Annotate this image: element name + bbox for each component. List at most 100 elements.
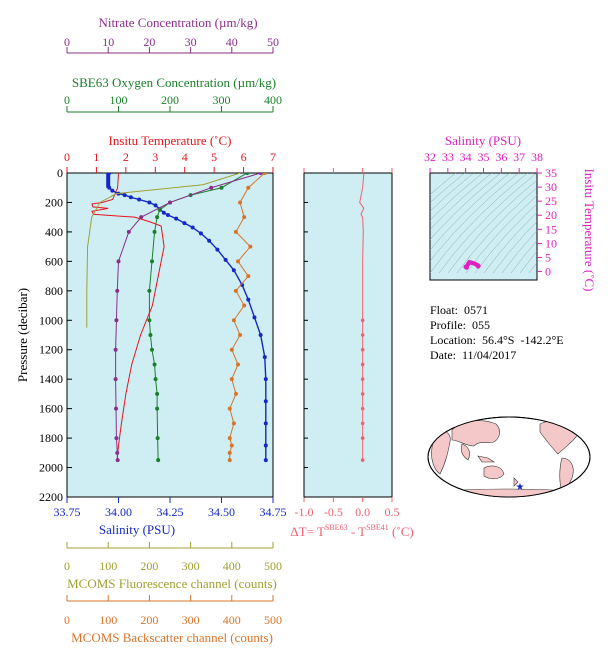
salinity-point xyxy=(246,297,251,302)
ts-density-contour xyxy=(501,230,537,274)
pressure-tick-label: 1000 xyxy=(39,313,63,327)
delta-t-tick-label: -1.0 xyxy=(295,505,314,519)
oxygen-axis-title: SBE63 Oxygen Concentration (µm/kg) xyxy=(72,75,276,90)
backscatter-point xyxy=(238,200,243,205)
backscatter-tick-label: 0 xyxy=(64,613,70,627)
ts-density-contour xyxy=(492,220,537,274)
backscatter-point xyxy=(246,185,251,190)
salinity-point xyxy=(128,195,133,200)
map-south-asia xyxy=(460,443,470,461)
backscatter-point xyxy=(242,215,247,220)
nitrate-point xyxy=(114,318,119,323)
oxygen-point xyxy=(148,333,153,337)
float-id: Float: 0571 xyxy=(430,303,489,317)
oxygen-tick-label: 400 xyxy=(264,93,282,107)
nitrate-point xyxy=(115,288,120,293)
profile-date: Date: 11/04/2017 xyxy=(430,348,517,362)
ts-salinity-tick-label: 37 xyxy=(513,150,525,164)
salinity-surface-marker xyxy=(106,173,111,188)
delta-t-plot-area xyxy=(303,172,393,498)
nitrate-point xyxy=(115,450,120,455)
ts-temperature-tick-label: 20 xyxy=(545,208,557,222)
delta-t-point xyxy=(360,347,365,352)
temperature-tick-label: 7 xyxy=(270,150,276,164)
backscatter-point xyxy=(227,436,232,441)
ts-salinity-tick-label: 36 xyxy=(495,150,507,164)
ts-temperature-tick-label: 30 xyxy=(545,180,557,194)
nitrate-tick-label: 10 xyxy=(102,35,114,49)
salinity-point xyxy=(263,377,268,382)
ts-density-contour xyxy=(483,211,537,274)
nitrate-tick-label: 40 xyxy=(226,35,238,49)
delta-t-point xyxy=(360,318,365,323)
delta-t-point xyxy=(360,406,365,411)
backscatter-tick-label: 300 xyxy=(182,613,200,627)
world-map-inset: ★ xyxy=(427,416,591,498)
backscatter-point xyxy=(233,391,238,396)
ts-temperature-tick-label: 15 xyxy=(545,222,557,236)
ts-density-contour xyxy=(430,173,475,212)
ts-salinity-tick-label: 33 xyxy=(442,150,454,164)
ts-density-contour xyxy=(474,203,537,274)
pressure-tick-label: 1800 xyxy=(39,431,63,445)
ts-temperature-tick-label: 5 xyxy=(545,250,551,264)
float-location: Location: 56.4°S -142.2°E xyxy=(430,333,564,347)
salinity-point xyxy=(122,193,127,198)
profile-number: Profile: 055 xyxy=(430,318,490,332)
salinity-point xyxy=(207,238,212,243)
fluorescence-profile-line xyxy=(86,173,241,328)
ts-density-contour xyxy=(465,195,537,274)
salinity-point xyxy=(263,399,268,404)
fluorescence-tick-label: 0 xyxy=(64,559,70,573)
salinity-point xyxy=(182,221,187,226)
ts-salinity-tick-label: 35 xyxy=(478,150,490,164)
backscatter-tick-label: 100 xyxy=(99,613,117,627)
backscatter-point xyxy=(229,443,234,448)
backscatter-point xyxy=(235,362,240,367)
backscatter-point xyxy=(238,333,243,337)
salinity-tick-label: 34.25 xyxy=(157,505,184,519)
backscatter-profile-line xyxy=(229,173,266,461)
fluorescence-tick-label: 300 xyxy=(182,559,200,573)
backscatter-point xyxy=(231,318,236,323)
salinity-point xyxy=(215,247,220,252)
ts-temperature-axis-title: Insitu Temperature (˚C) xyxy=(582,168,597,291)
oxygen-point xyxy=(219,185,224,190)
ts-density-contour xyxy=(430,173,484,221)
ts-salinity-tick-label: 32 xyxy=(424,150,436,164)
delta-t-tick-label: -0.5 xyxy=(324,505,343,519)
oxygen-point xyxy=(156,458,161,463)
nitrate-profile-line xyxy=(115,173,261,461)
ts-temperature-tick-label: 0 xyxy=(545,265,551,279)
ts-density-contour xyxy=(438,173,537,274)
salinity-point xyxy=(198,231,203,236)
temperature-tick-label: 6 xyxy=(241,150,247,164)
temperature-tick-label: 2 xyxy=(123,150,129,164)
pressure-tick-label: 600 xyxy=(45,254,63,268)
salinity-point xyxy=(223,257,228,262)
ts-temperature-tick-label: 10 xyxy=(545,236,557,250)
ts-salinity-tick-label: 38 xyxy=(531,150,543,164)
oxygen-point xyxy=(147,288,152,293)
salinity-point xyxy=(258,333,263,337)
fluorescence-tick-label: 100 xyxy=(99,559,117,573)
nitrate-tick-label: 0 xyxy=(64,35,70,49)
ts-density-contour xyxy=(519,250,537,274)
ts-density-contour xyxy=(430,173,502,240)
backscatter-point xyxy=(227,450,232,455)
pressure-tick-label: 400 xyxy=(45,225,63,239)
pressure-tick-label: 1600 xyxy=(39,402,63,416)
ts-temperature-tick-label: 25 xyxy=(545,194,557,208)
delta-t-tick-label: 0.0 xyxy=(355,505,370,519)
salinity-point xyxy=(252,315,257,320)
salinity-tick-label: 34.00 xyxy=(105,505,132,519)
map-south-america xyxy=(559,457,574,497)
oxygen-tick-label: 200 xyxy=(161,93,179,107)
delta-t-point xyxy=(360,436,365,440)
nitrate-point xyxy=(116,259,121,264)
backscatter-tick-label: 400 xyxy=(223,613,241,627)
pressure-tick-label: 800 xyxy=(45,284,63,298)
salinity-point xyxy=(153,203,158,208)
backscatter-point xyxy=(235,259,240,264)
